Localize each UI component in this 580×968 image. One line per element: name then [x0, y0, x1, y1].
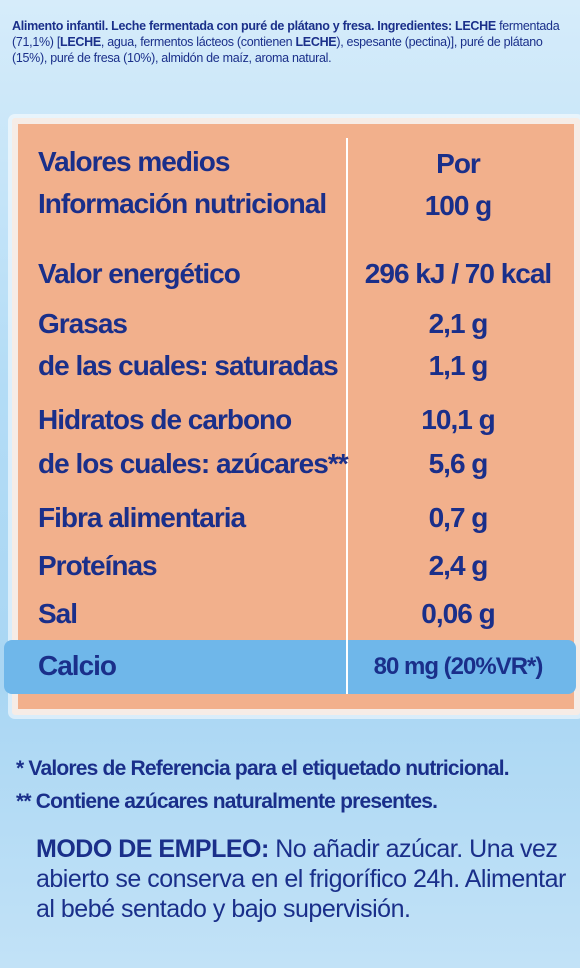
ingredients-part: fermentada (71,1%) [ [12, 19, 560, 49]
row-value: 1,1 g [428, 350, 489, 381]
row-label: de las cuales: saturadas [38, 350, 339, 381]
row-value: 2,4 g [428, 550, 489, 581]
footnote-vr: * Valores de Referencia para el etiqueta… [16, 757, 510, 780]
header-value-2: 100 g [424, 190, 493, 221]
row-label: Valor energético [38, 258, 241, 289]
usage-title: MODO DE EMPLEO: [36, 835, 269, 863]
row-value: 80 mg (20%VR*) [373, 653, 544, 680]
usage-text: No añadir azúcar. Una vez abierto se con… [36, 835, 566, 923]
column-divider [346, 138, 348, 694]
allergen-leche: LECHE [60, 35, 101, 49]
row-value: 296 kJ / 70 kcal [364, 258, 552, 289]
row-value: 0,7 g [428, 502, 489, 533]
row-label: Grasas [38, 308, 128, 339]
ingredients-part: , agua, fermentos lácteos (contienen [100, 35, 296, 49]
row-value: 0,06 g [421, 598, 495, 629]
row-value: 5,6 g [428, 448, 489, 479]
allergen-leche: LECHE [295, 35, 337, 49]
row-label: de los cuales: azúcares** [38, 448, 349, 479]
row-label: Fibra alimentaria [38, 502, 246, 533]
calcio-highlight [4, 640, 576, 694]
row-label: Proteínas [38, 550, 158, 581]
usage-instructions: MODO DE EMPLEO: No añadir azúcar. Una ve… [36, 834, 576, 924]
row-label: Sal [38, 598, 78, 629]
ingredients-text: Alimento infantil. Leche fermentada con … [12, 18, 572, 66]
ingredients-part: ), espesante (pectina)], puré de plátano… [12, 35, 543, 65]
header-label-2: Información nutricional [38, 188, 327, 219]
header-label-1: Valores medios [38, 146, 230, 177]
footnotes: * Valores de Referencia para el etiqueta… [16, 752, 576, 818]
footnote-sugars: ** Contiene azúcares naturalmente presen… [16, 790, 438, 813]
row-value: 2,1 g [428, 308, 489, 339]
row-value: 10,1 g [421, 404, 495, 435]
ingredients-intro: Alimento infantil. Leche fermentada con … [12, 19, 496, 33]
header-value-1: Por [436, 148, 481, 179]
row-label: Hidratos de carbono [38, 404, 292, 435]
nutrition-table-panel [12, 118, 580, 715]
row-label: Calcio [38, 650, 117, 681]
